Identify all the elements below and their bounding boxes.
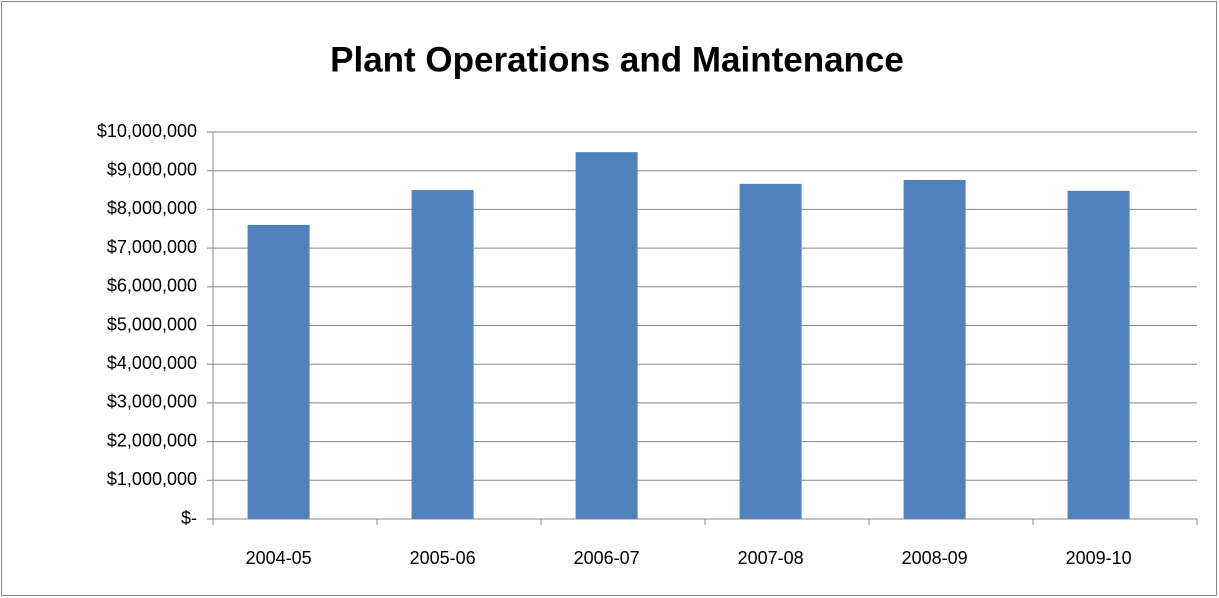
y-tick-label: $8,000,000 <box>107 198 197 218</box>
y-tick-label: $7,000,000 <box>107 237 197 257</box>
bar <box>411 190 474 520</box>
bar <box>575 152 638 519</box>
x-tick-label: 2009-10 <box>1066 548 1132 568</box>
x-tick-label: 2007-08 <box>738 548 804 568</box>
y-tick-label: $10,000,000 <box>97 121 197 141</box>
bar <box>903 179 966 519</box>
x-tick-label: 2008-09 <box>902 548 968 568</box>
x-tick-label: 2006-07 <box>574 548 640 568</box>
bar <box>739 183 802 519</box>
y-tick-label: $3,000,000 <box>107 392 197 412</box>
bar <box>247 224 310 519</box>
x-tick-label: 2005-06 <box>410 548 476 568</box>
y-tick-label: $2,000,000 <box>107 430 197 450</box>
y-tick-label: $6,000,000 <box>107 276 197 296</box>
y-tick-label: $- <box>181 508 197 528</box>
bar <box>1067 190 1130 519</box>
y-tick-label: $5,000,000 <box>107 314 197 334</box>
chart-title: Plant Operations and Maintenance <box>330 40 904 79</box>
y-tick-label: $4,000,000 <box>107 353 197 373</box>
x-tick-label: 2004-05 <box>246 548 312 568</box>
y-tick-label: $1,000,000 <box>107 469 197 489</box>
y-tick-label: $9,000,000 <box>107 159 197 179</box>
